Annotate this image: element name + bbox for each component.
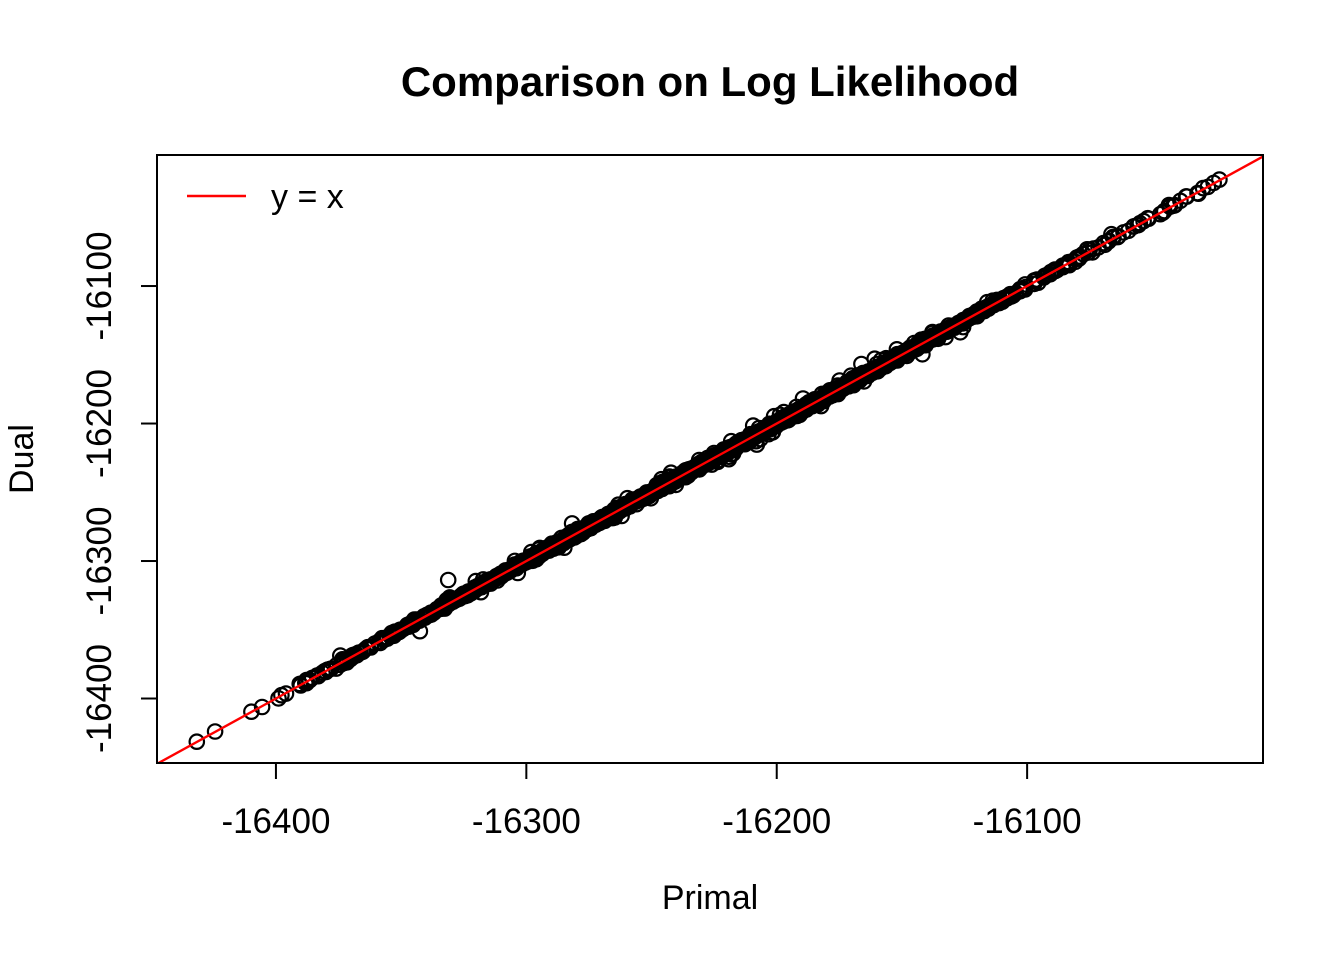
scatter-points-layer	[188, 171, 1228, 750]
data-point	[491, 566, 508, 583]
data-point	[960, 307, 978, 325]
data-point	[595, 509, 612, 527]
data-point	[955, 312, 973, 330]
data-point	[987, 294, 1004, 311]
data-point	[744, 417, 762, 434]
plot-box	[156, 154, 1264, 764]
data-point	[439, 571, 457, 589]
data-point	[771, 413, 789, 431]
data-point	[300, 671, 318, 689]
y-axis-tick-label: -16400	[80, 644, 119, 753]
legend: y = x	[187, 178, 344, 216]
data-point	[1075, 245, 1092, 263]
identity-line	[157, 155, 1263, 763]
data-point	[859, 366, 876, 384]
data-point	[583, 517, 601, 535]
data-point	[654, 477, 671, 495]
data-point	[402, 616, 420, 633]
data-point	[206, 723, 224, 740]
data-point	[700, 452, 718, 470]
data-point	[609, 502, 626, 519]
data-point	[379, 629, 396, 646]
x-axis-tick-label: -16200	[722, 802, 831, 841]
legend-label: y = x	[271, 178, 344, 216]
data-point	[277, 685, 295, 702]
data-point	[908, 337, 926, 355]
x-axis-tick-label: -16100	[973, 802, 1082, 841]
data-point	[243, 703, 260, 720]
data-point	[550, 534, 568, 551]
data-point	[1054, 257, 1071, 274]
data-point	[931, 326, 949, 344]
y-axis-tick-label: -16200	[80, 369, 119, 478]
data-point	[370, 633, 388, 651]
data-point	[862, 363, 880, 381]
y-axis-tick-label: -16300	[80, 507, 119, 616]
chart-title: Comparison on Log Likelihood	[401, 58, 1019, 105]
data-point	[1044, 262, 1062, 280]
data-point	[479, 574, 496, 592]
data-point	[928, 329, 945, 346]
data-point	[1156, 202, 1173, 220]
data-point	[1115, 224, 1132, 241]
x-axis-label: Primal	[662, 879, 758, 917]
data-point	[728, 434, 746, 452]
data-point	[1011, 281, 1028, 299]
data-point	[760, 421, 777, 438]
data-point	[522, 551, 540, 569]
data-point	[795, 399, 813, 417]
data-point	[618, 497, 635, 515]
data-point	[431, 599, 449, 616]
data-point	[1199, 178, 1217, 196]
data-point	[677, 465, 695, 482]
data-point	[362, 638, 379, 656]
data-point	[719, 444, 736, 462]
data-point	[253, 698, 271, 716]
data-point	[794, 390, 812, 407]
identity-line-layer	[157, 155, 1263, 763]
y-axis-ticks: -16400 -16300 -16200 -16100	[80, 232, 157, 753]
data-point	[641, 485, 659, 503]
data-point	[823, 386, 841, 403]
x-axis-tick-label: -16400	[221, 802, 330, 841]
x-axis-ticks: -16400 -16300 -16200 -16100	[221, 763, 1082, 841]
data-point	[506, 558, 524, 575]
data-point	[188, 733, 206, 750]
y-axis-tick-label: -16100	[80, 232, 119, 341]
data-point	[455, 586, 473, 604]
y-axis-label: Dual	[3, 424, 41, 494]
x-axis-tick-label: -16300	[472, 802, 581, 841]
